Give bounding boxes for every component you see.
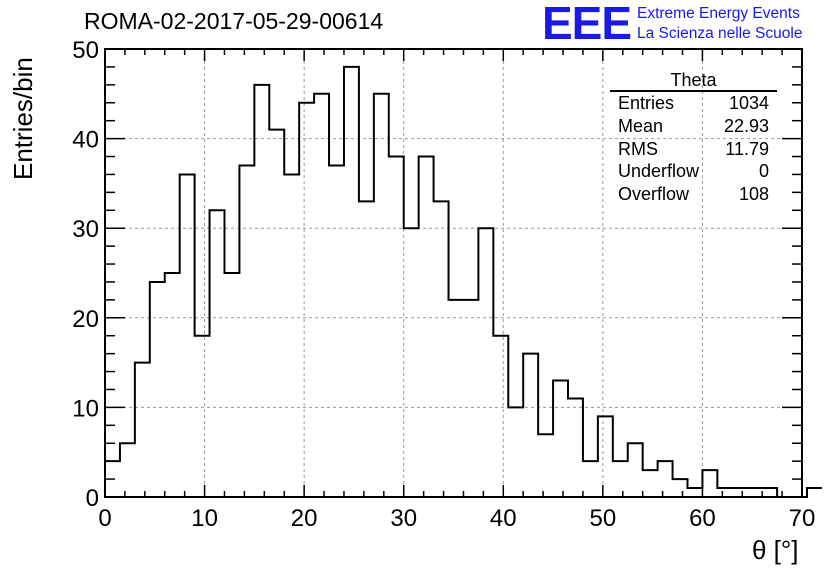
x-tick-label: 10 bbox=[191, 505, 218, 532]
histogram-series bbox=[105, 65, 822, 498]
stats-value: 22.93 bbox=[723, 115, 769, 136]
chart-title: ROMA-02-2017-05-29-00614 bbox=[84, 8, 384, 34]
x-tick-label: 20 bbox=[291, 505, 318, 532]
eee-logo-text: Extreme Energy Events La Scienza nelle S… bbox=[637, 4, 802, 44]
y-tick-label: 20 bbox=[72, 306, 99, 333]
stats-row-overflow: Overflow 108 bbox=[610, 183, 777, 206]
stats-value: 1034 bbox=[728, 93, 769, 113]
stats-label: Overflow bbox=[618, 184, 690, 205]
x-tick-label: 50 bbox=[590, 505, 617, 532]
x-tick-label: 70 bbox=[789, 505, 816, 532]
y-tick-label: 40 bbox=[72, 127, 99, 154]
stats-label: Mean bbox=[618, 115, 664, 136]
x-tick-label: 40 bbox=[490, 505, 517, 532]
y-tick-label: 0 bbox=[86, 485, 99, 512]
stats-row-underflow: Underflow 0 bbox=[610, 160, 777, 183]
y-tick-label: 10 bbox=[72, 395, 99, 422]
stats-row-mean: Mean 22.93 bbox=[610, 115, 777, 138]
plot-frame bbox=[104, 48, 803, 498]
stats-row-entries: Entries 1034 bbox=[610, 92, 777, 115]
stats-label: Entries bbox=[618, 93, 675, 113]
y-tick-label: 50 bbox=[72, 37, 99, 64]
y-axis-label: Entries/bin bbox=[8, 57, 38, 180]
stats-row-rms: RMS 11.79 bbox=[610, 138, 777, 161]
x-tick-label: 0 bbox=[98, 505, 111, 532]
x-axis-label: θ [°] bbox=[752, 535, 799, 565]
eee-logo: EEE bbox=[542, 0, 632, 49]
stats-label: Underflow bbox=[618, 161, 700, 182]
y-tick-label: 30 bbox=[72, 216, 99, 243]
stats-box: Theta Entries 1034 Mean 22.93 RMS 11.79 … bbox=[610, 70, 777, 206]
stats-value: 0 bbox=[758, 161, 769, 182]
x-tick-label: 60 bbox=[689, 505, 716, 532]
stats-value: 11.79 bbox=[725, 138, 769, 159]
logo-line-2: La Scienza nelle Scuole bbox=[637, 25, 803, 42]
stats-value: 108 bbox=[738, 184, 769, 205]
stats-title: Theta bbox=[610, 70, 777, 92]
stats-label: RMS bbox=[618, 138, 658, 159]
logo-line-1: Extreme Energy Events bbox=[637, 5, 800, 22]
x-tick-label: 30 bbox=[390, 505, 417, 532]
